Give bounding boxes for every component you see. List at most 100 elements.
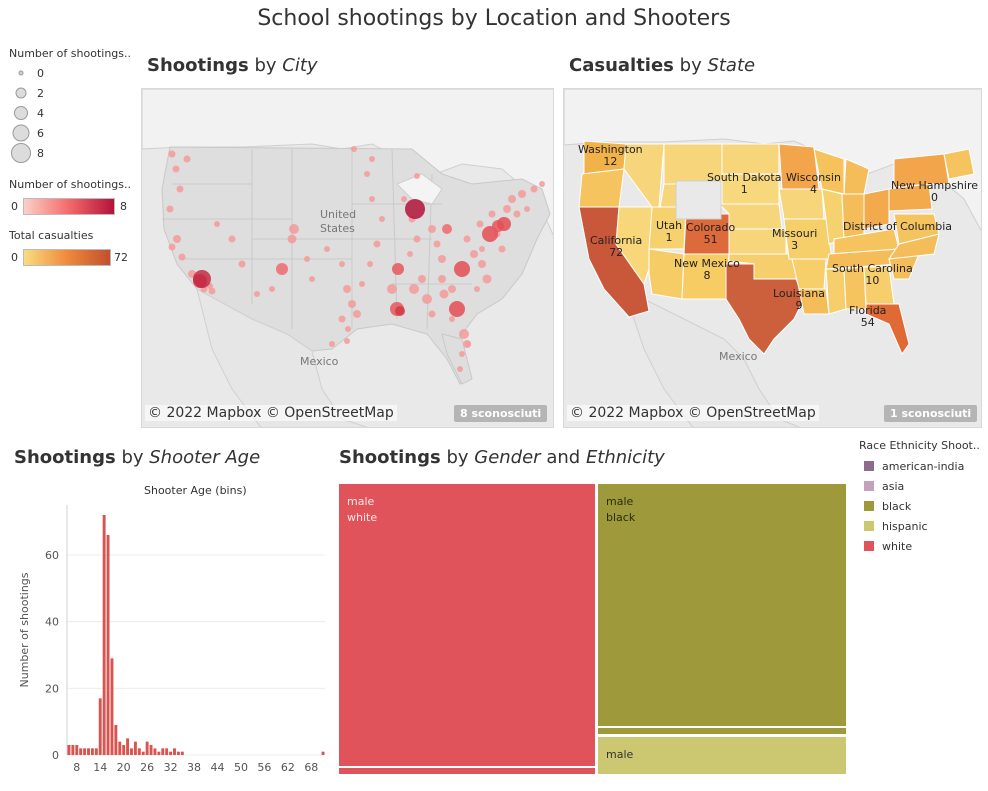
city-point [459,351,465,357]
x-tick-label: 20 [117,761,131,774]
city-point [457,366,463,372]
size-legend [10,64,70,168]
treemap-cell-male-black-small[interactable] [598,728,846,734]
legend-item-black[interactable]: black [864,496,964,516]
city-point [476,220,484,228]
state-map-title: Casualties by State [569,55,756,76]
city-point [407,251,413,257]
city-point [392,263,404,275]
city-point [439,289,449,299]
state-label-new-mexico: New Mexico 8 [674,257,740,282]
city-point [344,338,350,344]
city-point [433,240,441,248]
state-new-york [893,153,950,188]
state-north-dakota [721,143,780,175]
legend-item-white[interactable]: white [864,536,964,556]
city-map-unknown-badge[interactable]: 8 sconosciuti [454,405,548,422]
treemap-cell-male-white-small[interactable] [339,768,595,774]
city-point [488,210,496,218]
state-map-copyright[interactable]: © 2022 Mapbox © OpenStreetMap [567,405,819,421]
histogram-bar [98,698,102,755]
treemap-cell-male-black[interactable]: male black [598,484,846,726]
x-tick-label: 32 [164,761,178,774]
city-map-copyright[interactable]: © 2022 Mapbox © OpenStreetMap [145,405,397,421]
histogram-bar [87,748,90,755]
legend-item-american-indian[interactable]: american-india [864,456,964,476]
city-map[interactable]: United States Mexico © 2022 Mapbox © Ope… [141,88,554,428]
histogram-bar [149,745,153,755]
city-map-canvas[interactable] [142,89,554,428]
histogram-bar [75,745,79,755]
histogram-bar [145,741,149,755]
histogram-bar [321,751,325,755]
x-tick-label: 62 [281,761,295,774]
city-point [287,234,297,244]
treemap-cell-male-hispanic[interactable]: male [598,737,846,774]
histogram-bar [153,748,157,755]
state-arizona [648,248,685,300]
histogram-bar [106,535,110,755]
city-point [193,270,211,288]
city-point [463,235,471,243]
histogram-bar [67,745,71,755]
histogram-bar [130,748,133,755]
state-label-south-carolina: South Carolina 10 [832,262,913,287]
state-ohio [863,188,890,230]
city-point [518,190,526,198]
x-tick-label: 44 [211,761,225,774]
casualty-legend-min: 0 [11,251,18,264]
city-point [172,165,180,173]
country-label-mexico: Mexico [300,355,339,368]
state-map-unknown-badge[interactable]: 1 sconosciuti [884,405,978,422]
country-label-us-2: States [320,222,355,235]
city-point [269,286,275,292]
state-label-california: California 72 [590,234,643,259]
age-chart-title: Shootings by Shooter Age [14,447,261,468]
city-point [503,205,511,213]
state-label-colorado: Colorado 51 [686,221,736,246]
histogram-bar [90,748,94,755]
histogram-bar [118,741,122,755]
treemap-label-male-hispanic: male [606,748,634,761]
city-point [497,217,511,231]
city-point [478,260,486,268]
city-map-title: Shootings by City [147,55,318,76]
city-points [166,146,545,372]
state-label-missouri: Missouri 3 [772,227,818,252]
casualty-legend-max: 72 [114,251,128,264]
x-tick-label: 26 [140,761,154,774]
city-point [482,274,492,284]
state-pennsylvania [888,183,933,212]
legend-item-hispanic[interactable]: hispanic [864,516,964,536]
state-map[interactable]: Washington 12 South Dakota 1 Wisconsin 4 Ne… [563,88,982,428]
city-point [324,246,330,252]
y-tick-label: 20 [45,682,59,695]
state-map-mexico-label: Mexico [719,350,758,363]
treemap[interactable]: male white male black male [339,484,847,776]
histogram-bar [173,748,176,755]
state-map-canvas[interactable] [564,89,982,428]
histogram-bar [180,751,184,755]
treemap-cell-male-white[interactable]: male white [339,484,595,766]
city-point [428,225,436,233]
x-tick-label: 14 [93,761,107,774]
histogram-bar [141,751,145,755]
age-histogram[interactable]: 0 20 40 60 8 14 20 26 32 38 44 50 56 62 68 Number of sh… [0,495,330,785]
ethnicity-legend: american-india asia black hispanic white [864,456,964,556]
state-virginia [893,213,940,245]
histogram-bar [176,751,180,755]
city-point [459,329,469,339]
city-point [214,221,220,227]
treemap-label-male-black: male black [606,495,636,524]
city-point [369,156,375,162]
legend-item-asian[interactable]: asia [864,476,964,496]
city-point [498,245,506,253]
histogram-bar [126,738,130,755]
city-point [524,206,530,212]
size-legend-title: Number of shootings.. [9,47,131,60]
city-point [208,287,216,295]
histogram-bar [114,725,118,755]
state-label-south-dakota: South Dakota 1 [707,171,782,196]
histogram-bar [169,751,173,755]
city-point [539,181,545,187]
